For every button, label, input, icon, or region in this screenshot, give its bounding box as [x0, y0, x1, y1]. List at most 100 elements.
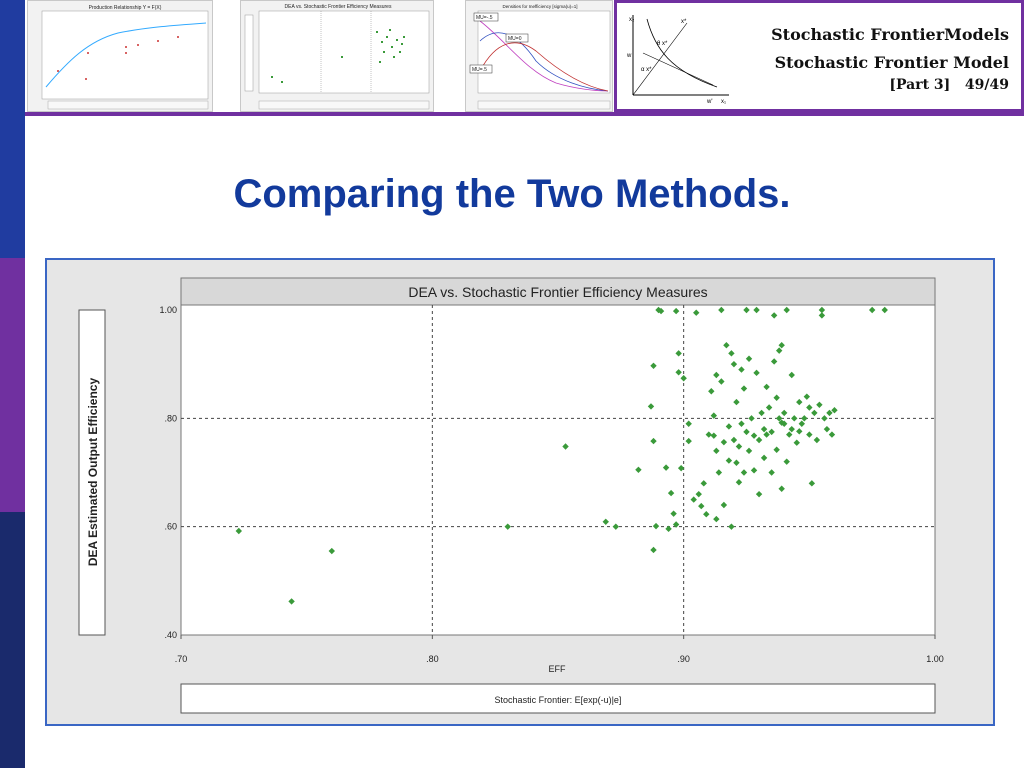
data-point [740, 469, 748, 476]
data-point [881, 306, 888, 314]
diagram-label-x1: x₁ [721, 99, 726, 105]
data-point [740, 385, 748, 392]
data-point [778, 342, 785, 349]
thumb3-title: Densities for Inefficiency [sigma(u)=1] [502, 4, 577, 9]
data-point [728, 350, 735, 357]
data-point [650, 546, 657, 554]
data-point [713, 371, 720, 379]
data-point [725, 423, 733, 430]
thumb3-label-1: MU=-.5 [476, 15, 493, 21]
y-tick-label: .40 [164, 630, 177, 640]
data-point [763, 383, 770, 391]
data-point [700, 480, 707, 487]
data-point [748, 415, 755, 422]
data-point [662, 464, 670, 471]
header-title-line1: Stochastic FrontierModels [771, 25, 1009, 44]
data-point [786, 431, 793, 438]
isoquant-diagram: x₂ x₁ x* θ x* α x* w w' [626, 15, 729, 105]
data-point [733, 398, 740, 406]
data-point [743, 428, 750, 436]
data-point [735, 443, 743, 450]
data-point [826, 409, 833, 417]
y-tick-label: .60 [164, 522, 177, 532]
thumbnail-dea-vs-sf: DEA vs. Stochastic Frontier Efficiency M… [240, 0, 434, 112]
data-point [801, 415, 808, 422]
data-point [783, 306, 790, 314]
data-point [720, 438, 728, 446]
data-point [760, 425, 768, 433]
data-point [788, 371, 795, 379]
data-point [778, 419, 785, 426]
data-point [735, 479, 743, 486]
x-tick-label: .90 [677, 654, 690, 664]
data-point [657, 307, 665, 315]
data-point [733, 459, 740, 466]
title-box: x₂ x₁ x* θ x* α x* w w' Stochastic Front… [614, 0, 1024, 112]
data-point [675, 369, 682, 376]
header-title-part: [Part 3] 49/49 [889, 77, 1009, 93]
x-tick-label: 1.00 [926, 654, 944, 664]
grid-layer [181, 305, 935, 635]
chart-title-banner [180, 277, 936, 306]
data-point [745, 355, 753, 362]
header-divider [25, 112, 1024, 116]
diagram-label-alpha: α x* [641, 67, 652, 73]
data-point [808, 480, 816, 487]
diagram-label-wprime: w' [706, 99, 712, 105]
data-point [818, 306, 826, 314]
data-point [685, 420, 692, 427]
data-point [738, 366, 745, 373]
data-point [788, 425, 795, 433]
data-point [728, 523, 735, 530]
thumb3-label-2: MU=0 [508, 36, 522, 42]
data-point [753, 369, 760, 377]
data-point [796, 398, 803, 406]
data-point [705, 431, 712, 438]
data-point [725, 457, 733, 464]
data-point [562, 443, 569, 450]
data-point [635, 466, 642, 473]
data-point [770, 358, 778, 365]
data-point [775, 347, 783, 354]
data-point [763, 431, 770, 438]
left-accent-bar [0, 0, 25, 768]
thumbnail-densities: Densities for Inefficiency [sigma(u)=1] … [465, 0, 613, 112]
x-tick-label: .80 [426, 654, 439, 664]
data-point [677, 464, 685, 472]
thumb3-label-3: MU=.5 [472, 67, 487, 73]
data-point [823, 425, 831, 433]
data-point [667, 489, 675, 497]
data-point [765, 404, 773, 411]
data-point [813, 436, 821, 444]
footer-label: Stochastic Frontier: E[exp(-u)|e] [495, 695, 622, 705]
data-point [235, 527, 243, 535]
data-point [730, 360, 738, 368]
diagram-label-theta: θ x* [657, 41, 668, 47]
data-point [753, 306, 760, 314]
data-point [781, 409, 788, 417]
plot-area [180, 304, 936, 636]
data-point [672, 307, 680, 315]
data-point [758, 409, 765, 417]
data-point [650, 362, 657, 369]
data-point [670, 510, 677, 517]
data-point [685, 437, 692, 445]
slide-title: Comparing the Two Methods. [233, 172, 791, 216]
data-point [718, 378, 725, 385]
data-point [708, 388, 715, 395]
data-point [647, 403, 655, 410]
x-tick-label: .70 [175, 654, 188, 664]
thumbnail-production-relationship: Production Relationship Y = F(X) [27, 0, 213, 112]
data-point [745, 447, 753, 455]
data-point [703, 511, 710, 518]
data-point [778, 485, 785, 492]
data-point [755, 436, 763, 444]
data-point [783, 458, 790, 465]
left-bar-blue [0, 0, 25, 258]
y-tick-label: .80 [164, 413, 177, 423]
diagram-label-x2: x₂ [629, 17, 635, 23]
y-tick-label: 1.00 [159, 305, 177, 315]
diagram-label-xstar: x* [681, 19, 687, 25]
chart-title: DEA vs. Stochastic Frontier Efficiency M… [408, 284, 707, 300]
data-point [793, 439, 800, 446]
